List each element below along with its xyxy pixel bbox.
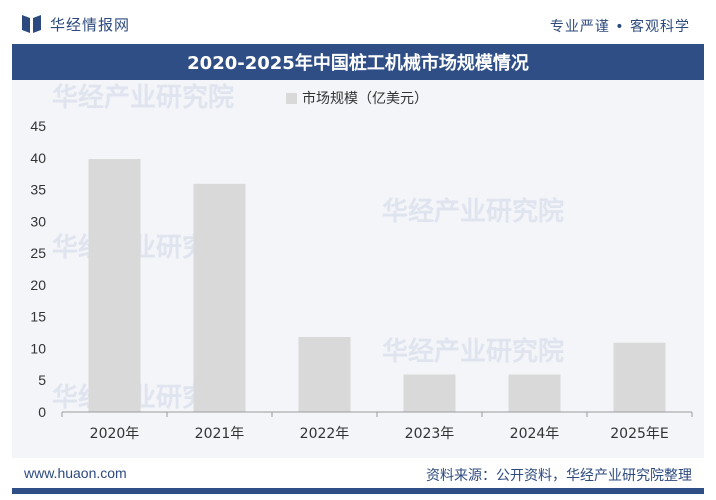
- bar: [613, 342, 666, 412]
- x-tick-label: 2021年: [195, 426, 245, 442]
- chart-title-bar: 2020-2025年中国桩工机械市场规模情况: [12, 44, 704, 80]
- y-tick-label: 25: [30, 245, 46, 261]
- y-tick-label: 0: [38, 404, 46, 420]
- footer-source: 资料来源：公开资料，华经产业研究院整理: [426, 468, 692, 484]
- y-tick-label: 15: [30, 309, 46, 325]
- logo-text: 华经情报网: [50, 15, 131, 34]
- chart-title: 2020-2025年中国桩工机械市场规模情况: [187, 53, 529, 74]
- x-tick-label: 2022年: [300, 426, 350, 442]
- legend: 市场规模（亿美元）: [286, 90, 428, 107]
- watermark-text: 华经产业研究院: [382, 196, 564, 227]
- watermark-text: 华经产业研究院: [382, 336, 564, 367]
- logo-icon: [22, 15, 41, 33]
- y-tick-label: 10: [30, 340, 46, 356]
- bar: [298, 337, 351, 412]
- y-tick-label: 35: [30, 182, 46, 198]
- bar: [403, 374, 456, 412]
- y-tick-label: 5: [38, 372, 46, 388]
- watermark-text: 华经产业研究院: [52, 82, 234, 113]
- footer-url: www.huaon.com: [24, 465, 127, 481]
- y-tick-label: 20: [30, 277, 46, 293]
- bar: [193, 183, 246, 412]
- x-tick-label: 2023年: [405, 426, 455, 442]
- x-tick-label: 2024年: [510, 426, 560, 442]
- plot-area: 华经产业研究院 华经产业研究院 华经产业研究院 华经产业研究院 华经产业研究院 市场规模…: [12, 80, 704, 458]
- bar: [88, 159, 141, 412]
- y-tick-label: 40: [30, 150, 46, 166]
- x-axis: 2020年 2021年 2022年 2023年 2024年 2025年E: [61, 411, 693, 442]
- footer: www.huaon.com 资料来源：公开资料，华经产业研究院整理: [0, 458, 716, 500]
- y-axis: 0 5 10 15 20 25 30 35 40 45: [30, 118, 46, 420]
- y-tick-label: 45: [30, 118, 46, 134]
- slogan: 专业严谨 • 客观科学: [549, 19, 690, 35]
- footer-divider: [12, 488, 704, 494]
- x-tick-label: 2020年: [90, 426, 140, 442]
- legend-swatch: [286, 93, 297, 104]
- logo: 华经情报网: [22, 14, 130, 34]
- legend-label: 市场规模（亿美元）: [302, 90, 428, 107]
- bar: [508, 374, 561, 412]
- y-tick-label: 30: [30, 213, 46, 229]
- header: 华经情报网 专业严谨 • 客观科学: [0, 0, 716, 44]
- bars: [88, 159, 666, 412]
- x-tick-label: 2025年E: [610, 426, 668, 442]
